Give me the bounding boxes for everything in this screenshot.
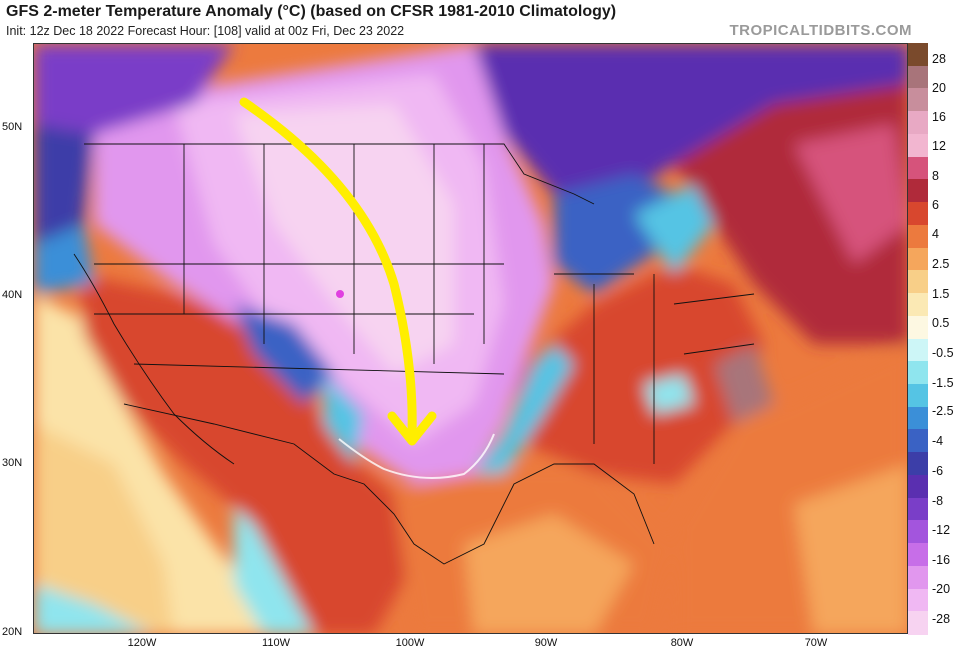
colorbar-segment [908, 611, 928, 635]
colorbar-tick-label: 1.5 [932, 287, 950, 301]
map-canvas [34, 44, 907, 633]
station-marker [336, 290, 344, 298]
lon-label-100w: 100W [395, 637, 425, 649]
lon-label-80w: 80W [670, 637, 694, 649]
lon-label-90w: 90W [534, 637, 558, 649]
colorbar-tick-label: 8 [932, 169, 939, 183]
colorbar-segment [908, 338, 928, 363]
colorbar-tick-label: 2.5 [932, 257, 950, 271]
colorbar-tick-label: 4 [932, 227, 939, 241]
colorbar-segment [908, 179, 928, 204]
colorbar-segment [908, 88, 928, 113]
colorbar-segment [908, 452, 928, 476]
cold-air-arrow-icon [239, 97, 417, 439]
colorbar-tick-label: -28 [932, 612, 951, 626]
colorbar-segment [908, 224, 928, 249]
colorbar-tick-label: 16 [932, 110, 946, 124]
colorbar-segment [908, 247, 928, 272]
colorbar-tick-label: -1.5 [932, 376, 954, 390]
forecast-subtitle: Init: 12z Dec 18 2022 Forecast Hour: [10… [6, 24, 405, 38]
colorbar-segment [908, 111, 928, 135]
colorbar-segment [908, 497, 928, 522]
colorbar-segment [908, 543, 928, 567]
colorbar-segment [908, 406, 928, 431]
lon-label-70w: 70W [804, 637, 828, 649]
temperature-anomaly-map [33, 43, 908, 634]
lat-label-30n: 30N [2, 457, 23, 469]
colorbar-tick-label: -20 [932, 582, 951, 596]
cold-front-edge [338, 433, 495, 479]
site-brand: TROPICALTIDBITS.COM [729, 22, 912, 39]
colorbar-segment [908, 520, 928, 545]
colorbar-segment [908, 361, 928, 385]
colorbar-tick-label: 20 [932, 81, 946, 95]
colorbar-segment [908, 429, 928, 454]
lat-label-40n: 40N [2, 289, 23, 301]
colorbar-segment [908, 202, 928, 226]
colorbar-tick-label: -4 [932, 434, 944, 448]
lon-label-120w: 120W [127, 637, 157, 649]
colorbar-segment [908, 65, 928, 90]
lon-label-110w: 110W [262, 637, 290, 649]
colorbar-segment [908, 565, 928, 590]
colorbar-segment [908, 43, 928, 67]
colorbar-segment [908, 383, 928, 408]
page-title: GFS 2-meter Temperature Anomaly (°C) (ba… [6, 3, 617, 20]
colorbar-tick-label: -6 [932, 464, 944, 478]
colorbar-tick-label: 28 [932, 52, 946, 66]
colorbar-tick-label: 6 [932, 198, 939, 212]
colorbar-segment [908, 156, 928, 181]
colorbar-tick-label: -16 [932, 553, 951, 567]
lat-label-50n: 50N [2, 121, 23, 133]
colorbar-segment [908, 133, 928, 158]
colorbar-segment [908, 270, 928, 295]
colorbar-segment [908, 588, 928, 613]
boundaries [73, 143, 755, 565]
colorbar-tick-label: 0.5 [932, 316, 950, 330]
colorbar [908, 43, 928, 635]
colorbar-tick-label: 12 [932, 139, 946, 153]
colorbar-tick-label: -8 [932, 494, 944, 508]
colorbar-tick-label: -2.5 [932, 404, 954, 418]
colorbar-segment [908, 474, 928, 499]
arrow-head-icon [387, 411, 437, 446]
colorbar-segment [908, 315, 928, 340]
colorbar-tick-label: -12 [932, 523, 951, 537]
colorbar-tick-label: -0.5 [932, 346, 954, 360]
colorbar-segment [908, 293, 928, 317]
lat-label-20n: 20N [2, 626, 23, 638]
